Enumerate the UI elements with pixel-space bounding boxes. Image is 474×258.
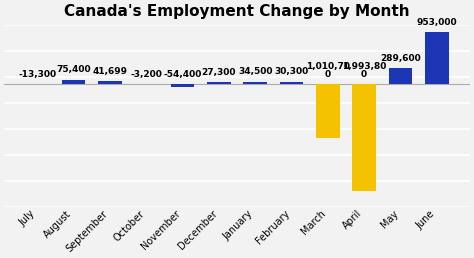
Text: 953,000: 953,000 xyxy=(417,18,457,27)
Bar xyxy=(352,84,376,191)
Bar xyxy=(171,84,194,86)
Bar xyxy=(280,82,303,84)
Text: 289,600: 289,600 xyxy=(380,54,421,62)
Text: -3,200: -3,200 xyxy=(130,70,162,79)
Text: 1,010,70
0: 1,010,70 0 xyxy=(306,62,350,79)
Text: -13,300: -13,300 xyxy=(18,70,56,79)
Text: 27,300: 27,300 xyxy=(201,68,236,77)
Text: -54,400: -54,400 xyxy=(164,70,201,79)
Bar xyxy=(243,82,267,84)
Bar xyxy=(316,84,340,138)
Bar xyxy=(207,82,231,84)
Bar xyxy=(389,68,412,84)
Text: 1,993,80
0: 1,993,80 0 xyxy=(342,62,386,79)
Bar xyxy=(425,33,449,84)
Text: 75,400: 75,400 xyxy=(56,65,91,74)
Text: 30,300: 30,300 xyxy=(274,68,309,76)
Bar xyxy=(98,81,122,84)
Bar xyxy=(62,79,85,84)
Title: Canada's Employment Change by Month: Canada's Employment Change by Month xyxy=(64,4,410,19)
Text: 34,500: 34,500 xyxy=(238,67,273,76)
Text: 41,699: 41,699 xyxy=(92,67,128,76)
